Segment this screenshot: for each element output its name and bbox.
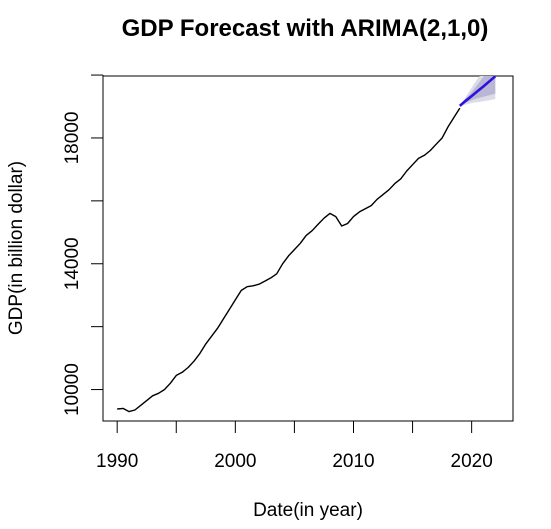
gdp-history-line [117, 107, 461, 413]
x-tick-label: 2010 [332, 451, 374, 472]
plot-frame [102, 75, 514, 422]
x-tick-label: 1990 [96, 451, 138, 472]
x-tick-label: 2000 [214, 451, 256, 472]
y-tick-label: 14000 [62, 237, 83, 290]
x-axis-title: Date(in year) [253, 500, 363, 521]
plot-area [102, 75, 514, 422]
x-tick-label: 2020 [451, 451, 493, 472]
y-axis: 10000 14000 18000 [62, 74, 104, 416]
y-axis-title: GDP(in billion dollar) [6, 161, 27, 335]
x-axis: 1990 2000 2010 2020 [96, 420, 493, 472]
chart-title: GDP Forecast with ARIMA(2,1,0) [122, 15, 489, 42]
gdp-forecast-line [458, 76, 497, 107]
y-tick-label: 18000 [62, 112, 83, 165]
y-tick-label: 10000 [62, 363, 83, 416]
